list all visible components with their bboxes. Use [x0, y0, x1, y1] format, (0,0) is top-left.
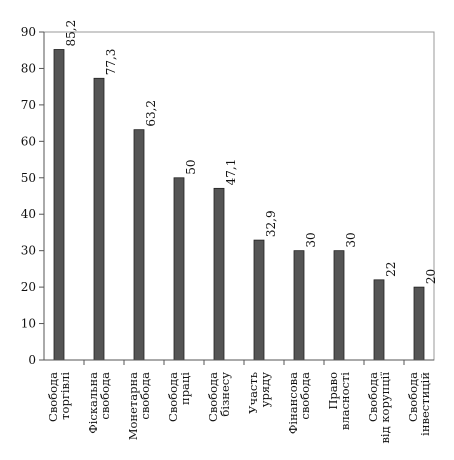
y-tick-label: 70 [21, 98, 36, 112]
data-label: 77,3 [104, 49, 118, 76]
x-tick-label: Свобода [206, 372, 220, 422]
x-tick-label: власності [338, 372, 352, 430]
x-tick-label: від корупції [378, 372, 392, 444]
data-labels: 85,2 77,3 63,2 50 47,1 32,9 30 30 22 20 [64, 20, 438, 284]
y-axis: 0 10 20 30 40 50 60 70 80 90 [21, 25, 45, 367]
y-tick-label: 50 [21, 171, 36, 185]
x-tick-label: Свобода [366, 372, 380, 422]
data-label: 63,2 [144, 100, 158, 127]
data-label: 30 [344, 232, 358, 247]
x-tick-label: свобода [138, 372, 152, 420]
bar [213, 187, 225, 361]
y-tick-label: 30 [21, 244, 36, 258]
x-tick-label: Участь [246, 372, 260, 414]
x-tick-label: свобода [298, 372, 312, 420]
y-tick-label: 0 [28, 353, 36, 367]
x-tick-label: Свобода [46, 372, 60, 422]
bar [253, 239, 265, 361]
y-tick-label: 60 [21, 134, 36, 148]
bar [93, 77, 105, 361]
bar [173, 177, 185, 361]
y-tick-label: 20 [21, 280, 36, 294]
x-tick-label: Свобода [406, 372, 420, 422]
x-tick-label: торгівлі [58, 372, 72, 420]
x-tick-label: уряду [258, 372, 272, 407]
bar [133, 129, 145, 361]
x-tick-label: Право [326, 372, 340, 410]
data-label: 47,1 [224, 159, 238, 186]
y-tick-label: 90 [21, 25, 36, 39]
bar [293, 250, 305, 361]
x-tick-label: інвестицій [418, 372, 432, 436]
data-label: 30 [304, 232, 318, 247]
x-tick-label: свобода [98, 372, 112, 420]
y-tick-label: 40 [21, 207, 36, 221]
x-tick-label: Свобода [166, 372, 180, 422]
x-tick-label: бізнесу [218, 372, 232, 417]
bar [413, 286, 425, 361]
data-label: 50 [184, 159, 198, 174]
bar [333, 250, 345, 361]
x-tick-label: Монетарна [126, 372, 140, 440]
data-label: 85,2 [64, 20, 78, 47]
y-tick-label: 80 [21, 61, 36, 75]
x-tick-label: Фінансова [286, 372, 300, 434]
x-tick-label: праці [178, 372, 192, 405]
bar-series [53, 49, 425, 361]
data-label: 20 [424, 269, 438, 284]
x-tick-label: Фіскальна [86, 372, 100, 434]
data-label: 32,9 [264, 210, 278, 237]
bar [53, 49, 65, 361]
bar [373, 279, 385, 361]
data-label: 22 [384, 262, 398, 277]
y-tick-label: 10 [21, 317, 36, 331]
